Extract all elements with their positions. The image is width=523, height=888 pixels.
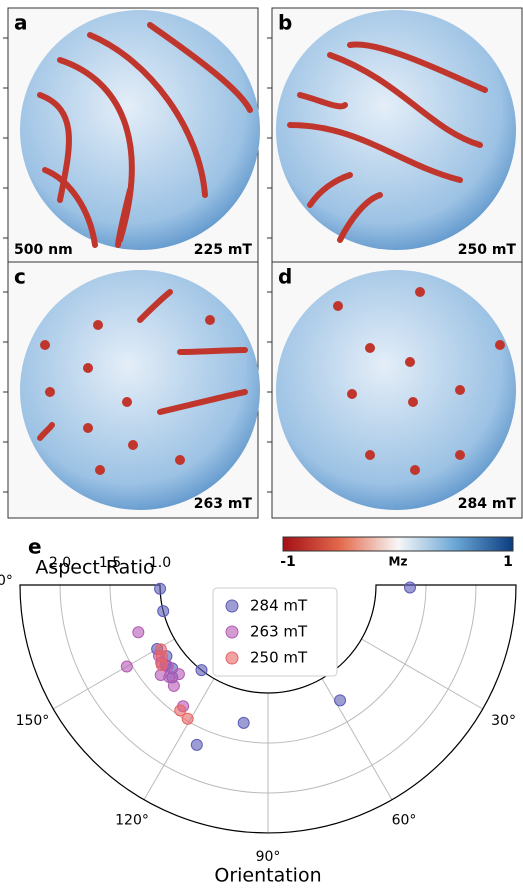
domain-stripe [177,347,248,355]
point [154,668,167,681]
mz-image [20,270,260,510]
skyrmion [495,340,505,350]
skyrmion [365,343,375,353]
skyrmion [175,455,185,465]
point [174,704,187,717]
point [167,679,180,692]
skyrmion [347,389,357,399]
theta-tick-label: 60° [392,813,417,829]
domain-stripe [327,52,483,148]
point [120,660,133,673]
legend-marker [225,625,239,639]
mz-image [276,10,516,250]
colorbar-max: 1 [503,554,513,570]
skyrmion [455,450,465,460]
r-axis-label: Aspect Ratio [35,557,154,579]
polar-frame [19,584,517,834]
panel-label: b [278,11,292,35]
field-label: 225 mT [194,242,253,258]
domain-stripe [297,92,348,110]
skyrmion [83,363,93,373]
skyrmion [333,301,343,311]
domain-stripe [115,187,133,248]
panel-label: c [14,265,26,289]
theta-tick-label: 30° [491,713,516,729]
domain-stripe [147,22,253,113]
skyrmion [365,450,375,460]
skyrmion [83,423,93,433]
panel-label: e [28,535,42,559]
point [190,738,203,751]
legend-marker [225,599,239,613]
point [172,668,185,681]
legend-marker [225,651,239,665]
skyrmion [455,385,465,395]
point [154,582,167,595]
domain-stripe [157,389,248,415]
colorbar-min: -1 [280,554,296,570]
mz-image [276,270,516,510]
skyrmion [205,315,215,325]
theta-tick-label: 180° [0,573,13,589]
point [334,694,347,707]
point [157,605,170,618]
grid-spoke [361,638,484,710]
grid-spoke [143,678,215,801]
mz-image [20,10,260,250]
skyrmion [408,397,418,407]
point [181,712,194,725]
skyrmion [45,387,55,397]
skyrmion [410,465,420,475]
legend-label: 284 mT [250,597,308,615]
skyrmion [415,287,425,297]
legend-box [212,587,338,677]
legend-label: 263 mT [250,623,308,641]
domain-stripe [37,422,55,441]
domain-stripe [287,122,463,183]
skyrmion [93,320,103,330]
point [403,581,416,594]
grid-spoke [321,678,393,801]
domain-stripe [42,167,98,248]
field-label: 250 mT [458,242,517,258]
colorbar [282,536,514,552]
scale-bar: 500 nm [14,242,73,258]
theta-tick-label: 120° [115,813,149,829]
r-tick-label: 1.0 [149,555,171,571]
skyrmion [122,397,132,407]
point [237,716,250,729]
field-label: 284 mT [458,496,517,512]
field-label: 263 mT [194,496,253,512]
panel-label: d [278,265,292,289]
r-tick-label: 2.0 [49,555,71,571]
skyrmion [95,465,105,475]
domain-stripe [337,192,383,243]
domain-stripe [307,172,353,208]
x-axis-label: Orientation [214,865,321,887]
theta-tick-label: 90° [256,849,281,865]
r-tick-label: 1.5 [99,555,121,571]
point [132,626,145,639]
skyrmion [128,440,138,450]
domain-stripe [87,32,208,198]
legend-label: 250 mT [250,649,308,667]
point [195,664,208,677]
skyrmion [40,340,50,350]
panel-label: a [14,11,28,35]
skyrmion [405,357,415,367]
domain-stripe [347,41,488,93]
theta-tick-label: 150° [16,713,50,729]
point [155,659,168,672]
colorbar-title: Mz [389,555,408,569]
domain-stripe [137,289,173,323]
